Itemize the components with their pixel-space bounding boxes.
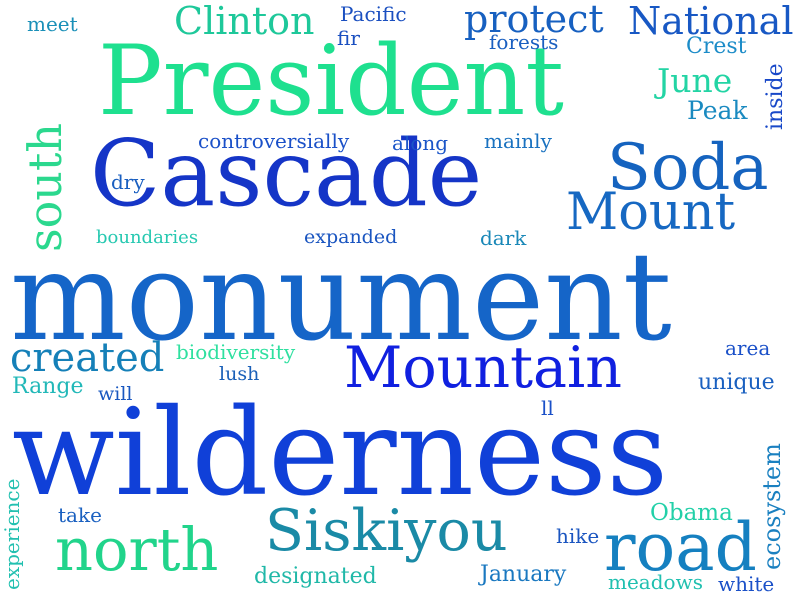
word-inside: inside [763, 63, 788, 130]
word-area: area [725, 336, 771, 360]
word-cascade: Cascade [90, 120, 483, 227]
word-dark: dark [480, 226, 527, 250]
word-pacific: Pacific [340, 2, 407, 26]
word-january: January [480, 562, 567, 587]
word-ecosystem: ecosystem [758, 443, 786, 570]
word-obama: Obama [650, 500, 733, 526]
word-ll: ll [541, 396, 554, 420]
word-fir: fir [337, 26, 360, 50]
word-peak: Peak [687, 96, 748, 125]
word-north: north [55, 515, 219, 584]
word-white: white [718, 572, 775, 596]
word-national: National [628, 0, 794, 43]
word-take: take [58, 503, 102, 527]
word-boundaries: boundaries [96, 227, 199, 248]
word-biodiversity: biodiversity [176, 340, 296, 364]
word-mount: Mount [566, 183, 736, 242]
word-road: road [604, 509, 757, 586]
word-created: created [10, 335, 165, 381]
word-crest: Crest [686, 34, 747, 59]
word-meet: meet [27, 12, 78, 36]
word-wilderness: wilderness [12, 384, 669, 523]
word-dry: dry [111, 170, 145, 194]
word-south: south [18, 122, 72, 252]
word-range: Range [12, 374, 84, 399]
word-mountain: Mountain [344, 335, 622, 401]
word-lush: lush [219, 363, 260, 385]
word-monument: monument [10, 226, 672, 368]
word-president: President [98, 25, 564, 137]
word-forests: forests [489, 30, 559, 54]
word-unique: unique [698, 370, 775, 395]
word-expanded: expanded [304, 226, 398, 248]
word-meadows: meadows [608, 570, 703, 594]
word-along: along [392, 131, 449, 155]
word-designated: designated [254, 564, 377, 589]
word-hike: hike [556, 524, 600, 548]
word-mainly: mainly [484, 129, 552, 153]
word-siskiyou: Siskiyou [265, 498, 508, 564]
word-will: will [98, 383, 133, 405]
word-experience: experience [0, 478, 24, 590]
word-soda: Soda [607, 131, 769, 205]
word-clinton: Clinton [174, 0, 315, 43]
word-protect: protect [464, 0, 604, 41]
word-june: June [657, 61, 733, 100]
word-controversially: controversially [198, 129, 350, 153]
